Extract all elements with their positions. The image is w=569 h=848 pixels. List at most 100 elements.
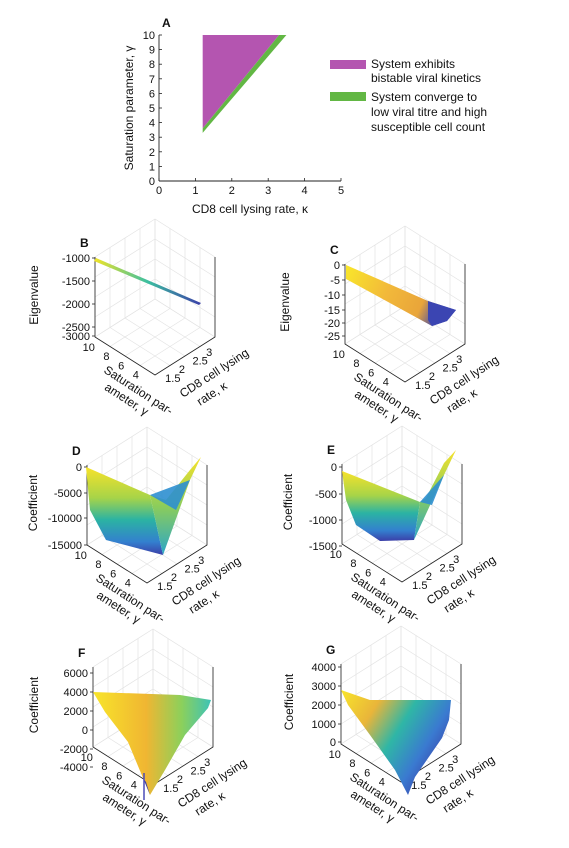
x-tick-label: 2.5 xyxy=(190,766,205,778)
grid-line-horizontal xyxy=(86,446,208,486)
y-tick-label: 1 xyxy=(149,161,155,173)
panel-letter: F xyxy=(78,646,85,660)
z-tick-label: -3000 xyxy=(62,331,90,343)
surface-c-blue-tip xyxy=(428,301,456,326)
surface-f xyxy=(93,692,211,800)
x-tick-label: 2.5 xyxy=(184,564,199,576)
axis-box xyxy=(344,264,466,383)
legend-label-bistable-1: System exhibits xyxy=(371,57,455,71)
z-tick-label: 3000 xyxy=(312,681,336,693)
z-axis-label: Eigenvalue xyxy=(278,272,292,332)
surface-d-fold xyxy=(150,480,190,510)
z-tick-label: 0 xyxy=(331,462,337,474)
y-axis-label: Saturation parameter, γ xyxy=(122,46,136,171)
y-tick-label: 10 xyxy=(75,550,87,562)
grid-line-horizontal xyxy=(344,225,466,265)
y-tick-label: 10 xyxy=(81,752,93,764)
grid-line-horizontal xyxy=(340,625,462,665)
grid-line-floor xyxy=(124,317,186,357)
z-tick-label: 4000 xyxy=(312,662,336,674)
z-tick-label: -5000 xyxy=(54,488,82,500)
z-tick-label: -4000 xyxy=(60,762,88,774)
panel-letter: G xyxy=(326,643,335,657)
grid-line-horizontal xyxy=(344,245,466,285)
y-tick-label: 10 xyxy=(329,749,341,761)
x-tick-label: 3 xyxy=(265,185,271,197)
legend-label-bistable-2: bistable viral kinetics xyxy=(371,71,481,85)
x-tick-label: 3 xyxy=(453,554,459,566)
x-tick-label: 2 xyxy=(229,185,235,197)
z-tick-label: -500 xyxy=(315,489,337,501)
z-tick-label: 1000 xyxy=(312,719,336,731)
panel-letter: B xyxy=(80,236,89,250)
y-tick-label: 8 xyxy=(103,351,109,363)
grid-line-horizontal xyxy=(340,665,462,705)
grid-line-floor xyxy=(139,327,201,366)
x-tick-label: 4 xyxy=(302,185,308,197)
z-tick-label: 6000 xyxy=(64,668,88,680)
y-tick-label: 4 xyxy=(133,370,139,382)
legend-label-converge-1: System converge to xyxy=(371,90,477,104)
z-axis-label: Coefficient xyxy=(27,676,41,733)
surface-d xyxy=(86,457,201,555)
grid-line-horizontal xyxy=(92,648,214,688)
y-tick-label: 5 xyxy=(149,103,155,115)
z-axis-label: Coefficient xyxy=(26,474,40,531)
x-tick-label: 1.5 xyxy=(415,380,430,392)
y-tick-labels: 0 1 2 3 4 5 6 7 8 9 10 xyxy=(143,30,162,188)
z-tick-label: -1000 xyxy=(62,253,90,265)
grid-line-horizontal xyxy=(344,265,466,305)
y-tick-label: 4 xyxy=(380,577,386,589)
surface-b-mesh xyxy=(94,258,201,305)
z-tick-label: 0 xyxy=(330,737,336,749)
z-axis-label: Coefficient xyxy=(282,673,296,730)
grid-line-floor xyxy=(386,534,448,573)
y-tick-label: 10 xyxy=(330,549,342,561)
y-tick-label: 9 xyxy=(149,45,155,57)
y-tick-label: 6 xyxy=(365,567,371,579)
x-tick-label: 1.5 xyxy=(411,780,426,792)
y-tick-label: 10 xyxy=(83,342,95,354)
x-tick-label: 3 xyxy=(204,757,210,769)
x-tick-label: 1.5 xyxy=(157,581,172,593)
y-tick-label: 8 xyxy=(101,761,107,773)
x-tick-label: 2.5 xyxy=(442,363,457,375)
y-tick-label: 4 xyxy=(125,578,131,590)
z-tick-label: -20 xyxy=(324,318,340,330)
grid-line-floor xyxy=(139,308,201,347)
legend-label-converge-2: low viral titre and high xyxy=(371,105,487,119)
y-tick-label: 8 xyxy=(350,558,356,570)
z-axis-label: Eigenvalue xyxy=(27,265,41,325)
panel-letter: D xyxy=(72,444,81,458)
z-tick-label: -1500 xyxy=(309,541,337,553)
y-tick-label: 6 xyxy=(116,770,122,782)
z-tick-label: 0 xyxy=(76,462,82,474)
grid-line-horizontal xyxy=(341,425,463,465)
x-tick-labels: 0 1 2 3 4 5 xyxy=(156,178,344,197)
grid-line-horizontal xyxy=(94,218,216,258)
y-tick-label: 6 xyxy=(149,88,155,100)
y-tick-label: 6 xyxy=(110,568,116,580)
z-tick-label: -5 xyxy=(330,275,340,287)
grid-line-floor xyxy=(389,334,451,373)
grid-line-horizontal xyxy=(94,278,216,318)
x-tick-label: 3 xyxy=(206,347,212,359)
y-tick-label: 0 xyxy=(149,176,155,188)
grid-line-horizontal xyxy=(94,238,216,278)
y-tick-label: 10 xyxy=(143,30,155,42)
converge-region xyxy=(202,35,287,133)
grid-line-horizontal xyxy=(94,258,216,298)
legend-swatch-converge xyxy=(330,92,366,101)
axis-box xyxy=(340,664,462,783)
x-axis-label: CD8 cell lysing rate, κ xyxy=(192,202,309,216)
y-tick-label: 2 xyxy=(149,147,155,159)
surface-g-mesh xyxy=(341,690,451,795)
z-tick-label: -2500 xyxy=(62,322,90,334)
z-tick-label: -1500 xyxy=(62,276,90,288)
z-tick-label: -1000 xyxy=(309,515,337,527)
x-tick-label: 1.5 xyxy=(165,373,180,385)
z-tick-label: -15000 xyxy=(48,540,82,552)
